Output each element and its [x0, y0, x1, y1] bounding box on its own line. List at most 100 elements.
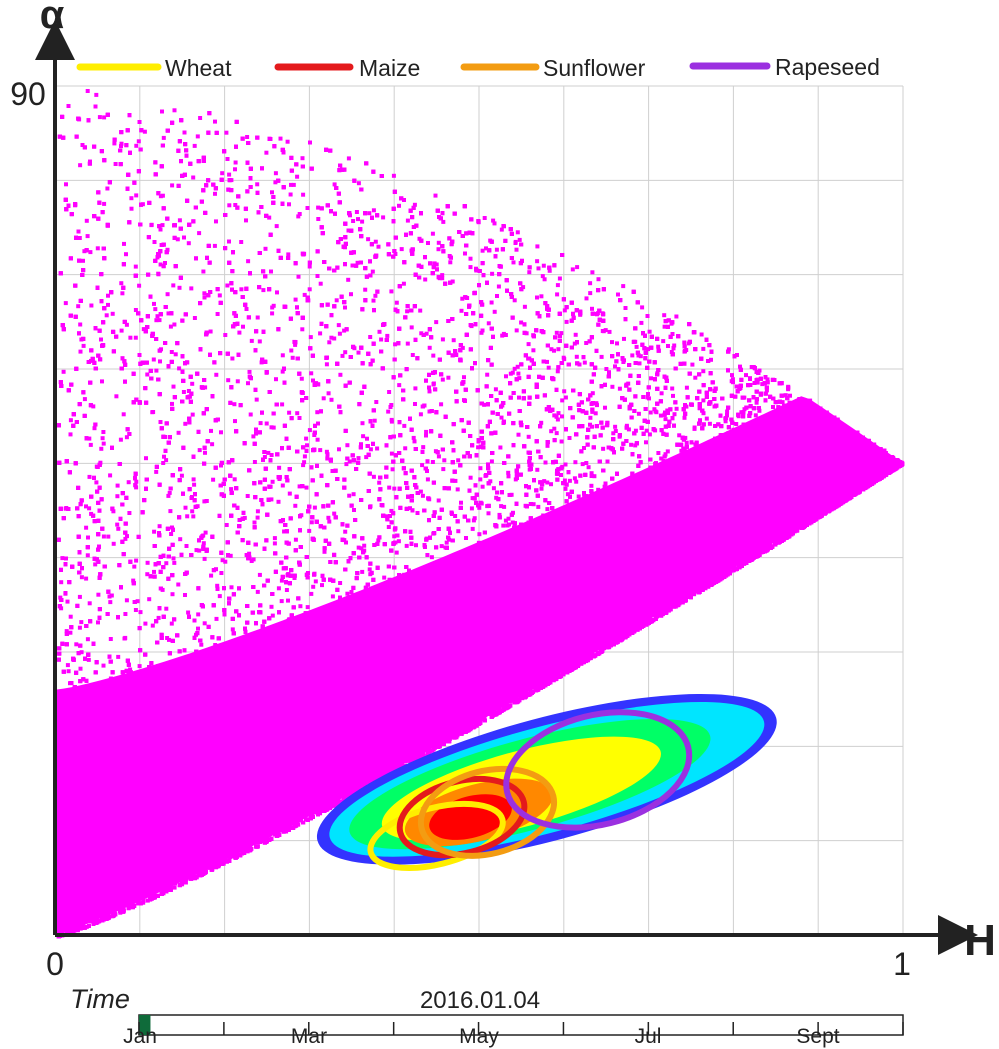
density-point — [664, 554, 669, 559]
density-point — [196, 612, 201, 617]
density-point — [208, 329, 213, 334]
density-point — [814, 458, 819, 463]
density-point — [138, 610, 143, 615]
density-point — [448, 260, 453, 265]
density-point — [133, 608, 138, 612]
density-point — [687, 569, 692, 574]
density-point — [197, 791, 202, 795]
density-point — [753, 537, 758, 542]
density-point — [553, 664, 558, 669]
density-point — [85, 234, 90, 239]
density-point — [620, 492, 625, 497]
density-point — [210, 442, 215, 447]
density-point — [555, 283, 560, 288]
density-point — [58, 595, 63, 600]
density-point — [543, 529, 548, 534]
density-point — [345, 724, 350, 729]
density-point — [749, 433, 753, 438]
density-point — [660, 575, 665, 580]
density-point — [611, 603, 616, 607]
density-point — [279, 578, 284, 583]
density-point — [249, 812, 254, 817]
density-point — [477, 709, 482, 714]
density-point — [491, 585, 496, 590]
density-point — [498, 445, 503, 450]
density-point — [401, 673, 406, 678]
density-point — [831, 438, 836, 443]
density-point — [210, 787, 215, 792]
density-point — [328, 748, 333, 753]
density-point — [701, 411, 706, 416]
density-point — [403, 446, 408, 451]
density-point — [224, 130, 229, 135]
density-point — [589, 607, 594, 611]
density-point — [217, 594, 222, 599]
density-point — [549, 429, 554, 434]
density-point — [68, 912, 73, 917]
density-point — [804, 466, 809, 471]
density-point — [207, 853, 212, 858]
density-point — [135, 599, 140, 604]
density-point — [149, 702, 154, 707]
density-point — [119, 281, 124, 286]
density-point — [170, 592, 175, 597]
density-point — [370, 629, 375, 634]
density-point — [498, 654, 503, 659]
density-point — [536, 625, 541, 630]
density-point — [582, 625, 587, 630]
density-point — [572, 341, 577, 346]
density-point — [481, 690, 486, 695]
density-point — [278, 136, 283, 141]
density-point — [712, 563, 716, 568]
density-point — [124, 900, 129, 905]
density-point — [305, 605, 310, 610]
density-point — [519, 320, 524, 325]
density-point — [640, 599, 645, 604]
density-point — [648, 410, 653, 415]
density-point — [462, 375, 466, 380]
density-point — [287, 766, 291, 771]
density-point — [105, 186, 110, 191]
density-point — [555, 369, 560, 374]
density-point — [748, 537, 753, 542]
density-point — [379, 705, 384, 710]
density-point — [398, 682, 403, 687]
density-point — [840, 467, 845, 472]
density-point — [106, 302, 110, 307]
density-point — [665, 449, 670, 454]
density-point — [132, 895, 137, 900]
density-point — [652, 407, 657, 412]
density-point — [590, 409, 595, 414]
density-point — [456, 529, 461, 534]
density-point — [552, 426, 557, 431]
density-point — [450, 279, 455, 284]
density-point — [296, 214, 301, 219]
density-point — [81, 727, 86, 732]
density-point — [643, 481, 648, 486]
density-point — [79, 575, 84, 580]
density-point — [656, 344, 661, 349]
density-point — [196, 796, 201, 801]
density-point — [192, 737, 197, 742]
density-point — [288, 670, 293, 674]
density-point — [88, 442, 93, 447]
density-point — [646, 505, 650, 510]
density-point — [322, 549, 327, 554]
density-point — [526, 549, 531, 554]
density-point — [735, 472, 740, 477]
density-point — [451, 338, 456, 343]
density-point — [506, 626, 511, 631]
density-point — [120, 291, 125, 296]
density-point — [482, 608, 487, 613]
density-point — [517, 237, 522, 242]
density-point — [723, 416, 728, 421]
density-point — [790, 470, 795, 475]
density-point — [808, 398, 813, 403]
density-point — [268, 828, 273, 832]
density-point — [764, 538, 769, 543]
density-point — [223, 333, 228, 337]
density-point — [427, 389, 432, 394]
density-point — [761, 517, 766, 522]
density-point — [469, 636, 474, 640]
density-point — [280, 369, 285, 374]
